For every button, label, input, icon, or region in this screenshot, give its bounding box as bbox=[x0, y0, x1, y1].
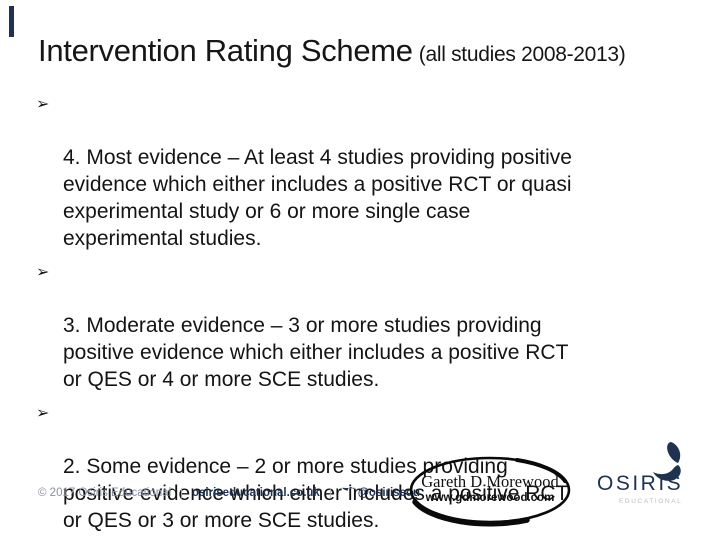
website-text: osiriseducational.co.uk bbox=[192, 487, 320, 500]
morewood-logo: Gareth D Morewood www.gdmorewood.com bbox=[407, 454, 573, 528]
bullet-item-4-most-evidence: ➢ 4. Most evidence – At least 4 studies … bbox=[36, 90, 688, 252]
twitter-bird-icon bbox=[341, 487, 355, 491]
footer-separator: | bbox=[328, 487, 332, 500]
copyright-text: © 2017 Osiris Educational bbox=[38, 487, 172, 500]
osiris-tagline: EDUCATIONAL bbox=[619, 498, 683, 505]
twitter-handle-text: @osirisedu bbox=[357, 487, 421, 500]
arrow-bullet-icon: ➢ bbox=[36, 96, 50, 113]
osiris-bird-icon bbox=[653, 442, 681, 481]
osiris-wordmark: OSIRIS bbox=[597, 472, 684, 495]
morewood-ellipse-icon bbox=[409, 456, 571, 527]
twitter-handle-group: @osirisedu bbox=[341, 487, 420, 499]
footer-separator: | bbox=[180, 487, 183, 500]
morewood-name: Gareth D Morewood bbox=[421, 472, 559, 491]
bullet-text: 2. Some evidence – 2 or more studies pro… bbox=[63, 455, 569, 532]
bullet-text: 3. Moderate evidence – 3 or more studies… bbox=[63, 314, 569, 391]
slide-subtitle: (all studies 2008-2013) bbox=[418, 43, 626, 66]
bullet-list: ➢ 4. Most evidence – At least 4 studies … bbox=[36, 90, 688, 540]
arrow-bullet-icon: ➢ bbox=[36, 264, 50, 281]
morewood-url: www.gdmorewood.com bbox=[425, 492, 555, 504]
slide-accent-mark bbox=[9, 6, 14, 37]
bullet-item-3-moderate-evidence: ➢ 3. Moderate evidence – 3 or more studi… bbox=[36, 258, 688, 393]
morewood-logo-text: Gareth D Morewood www.gdmorewood.com bbox=[407, 472, 573, 505]
osiris-logo: OSIRIS EDUCATIONAL bbox=[597, 441, 693, 511]
arrow-bullet-icon: ➢ bbox=[36, 405, 50, 422]
slide-title-text: Intervention Rating Scheme bbox=[38, 33, 413, 68]
slide-title: Intervention Rating Scheme (all studies 2… bbox=[38, 33, 626, 69]
bullet-item-2-some-evidence: ➢ 2. Some evidence – 2 or more studies p… bbox=[36, 399, 688, 534]
bullet-text: 4. Most evidence – At least 4 studies pr… bbox=[63, 146, 572, 250]
slide-footer: © 2017 Osiris Educational | osiriseducat… bbox=[38, 487, 420, 499]
